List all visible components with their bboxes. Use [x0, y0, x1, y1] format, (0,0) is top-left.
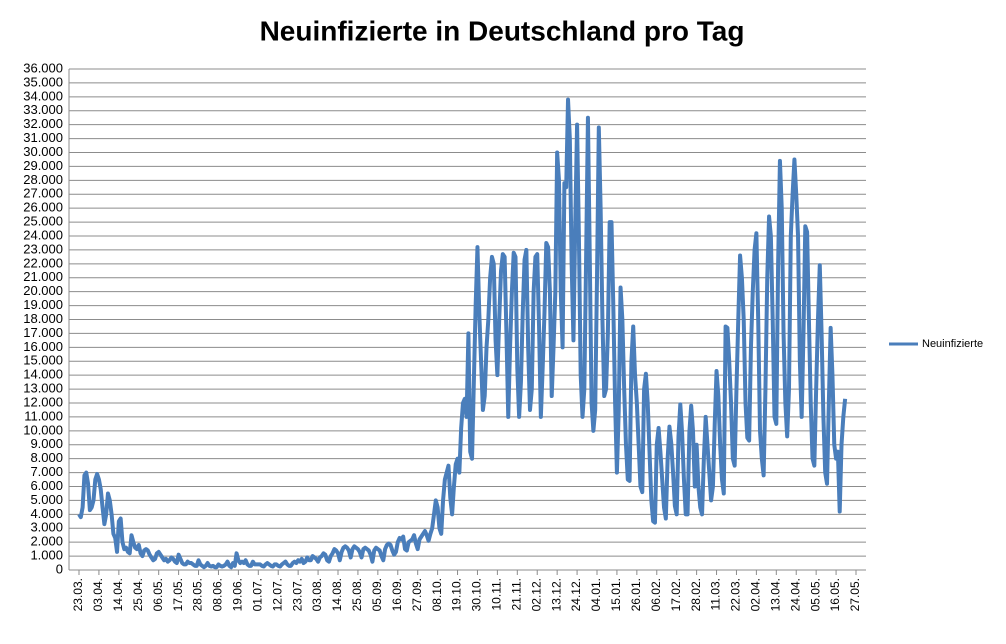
- x-tick-label: 26.01.: [629, 578, 643, 611]
- y-tick-label: 3.000: [30, 520, 63, 535]
- x-tick-label: 08.10.: [430, 578, 444, 611]
- x-tick-label: 03.08.: [310, 578, 324, 611]
- y-tick-label: 26.000: [23, 200, 63, 215]
- x-tick-label: 06.02.: [649, 578, 663, 611]
- x-tick-label: 02.12.: [529, 578, 543, 611]
- series-line: [77, 97, 848, 570]
- x-tick-label: 23.07.: [290, 578, 304, 611]
- y-tick-label: 33.000: [23, 102, 63, 117]
- y-tick-label: 14.000: [23, 367, 63, 382]
- x-tick-label: 27.09.: [410, 578, 424, 611]
- x-tick-label: 28.02.: [689, 578, 703, 611]
- y-tick-label: 16.000: [23, 339, 63, 354]
- x-tick-label: 24.04.: [788, 578, 802, 611]
- x-tick-label: 25.08.: [350, 578, 364, 611]
- y-tick-label: 8.000: [30, 450, 63, 465]
- y-tick-label: 34.000: [23, 88, 63, 103]
- x-tick-label: 14.08.: [330, 578, 344, 611]
- x-tick-label: 19.06.: [231, 578, 245, 611]
- y-tick-label: 32.000: [23, 116, 63, 131]
- x-tick-label: 28.05.: [191, 578, 205, 611]
- x-tick-label: 13.12.: [549, 578, 563, 611]
- x-tick-label: 17.05.: [171, 578, 185, 611]
- y-tick-label: 28.000: [23, 172, 63, 187]
- y-tick-label: 19.000: [23, 297, 63, 312]
- y-tick-label: 30.000: [23, 144, 63, 159]
- y-tick-label: 12.000: [23, 394, 63, 409]
- x-tick-label: 03.04.: [91, 578, 105, 611]
- x-tick-label: 06.05.: [151, 578, 165, 611]
- y-tick-label: 11.000: [24, 408, 63, 423]
- x-tick-label: 01.07.: [250, 578, 264, 611]
- legend-label: Neuinfizierte: [922, 338, 983, 350]
- y-tick-label: 5.000: [30, 492, 63, 507]
- x-tick-label: 23.03.: [71, 578, 85, 611]
- x-tick-label: 21.11.: [509, 578, 523, 610]
- x-tick-label: 30.10.: [470, 578, 484, 611]
- x-tick-label: 27.05.: [848, 578, 862, 611]
- y-tick-label: 20.000: [23, 283, 63, 298]
- y-tick-label: 1.000: [30, 548, 63, 563]
- x-tick-label: 14.04.: [111, 578, 125, 611]
- y-tick-label: 17.000: [23, 325, 63, 340]
- x-tick-label: 13.04.: [768, 578, 782, 611]
- y-tick-label: 4.000: [30, 506, 63, 521]
- y-tick-label: 18.000: [23, 311, 63, 326]
- y-tick-label: 27.000: [23, 186, 63, 201]
- y-tick-label: 24.000: [23, 227, 63, 242]
- y-tick-label: 10.000: [23, 422, 63, 437]
- x-tick-label: 19.10.: [450, 578, 464, 611]
- x-tick-label: 22.03.: [729, 578, 743, 611]
- y-tick-label: 7.000: [30, 464, 63, 479]
- x-tick-label: 08.06.: [211, 578, 225, 611]
- x-tick-label: 10.11.: [490, 578, 504, 610]
- x-tick-label: 12.07.: [270, 578, 284, 611]
- y-tick-label: 0: [56, 561, 63, 576]
- x-tick-label: 02.04.: [749, 578, 763, 611]
- y-tick-label: 35.000: [23, 74, 63, 89]
- x-tick-label: 05.09.: [370, 578, 384, 611]
- x-tick-label: 16.05.: [828, 578, 842, 611]
- y-tick-label: 31.000: [23, 130, 63, 145]
- y-tick-label: 29.000: [23, 158, 63, 173]
- y-tick-label: 9.000: [30, 436, 63, 451]
- y-tick-label: 13.000: [23, 381, 63, 396]
- x-tick-label: 04.01.: [589, 578, 603, 611]
- y-tick-label: 22.000: [23, 255, 63, 270]
- x-tick-label: 05.05.: [808, 578, 822, 611]
- x-tick-label: 25.04.: [131, 578, 145, 611]
- y-tick-label: 36.000: [23, 60, 63, 75]
- y-tick-label: 2.000: [30, 534, 63, 549]
- y-tick-label: 21.000: [23, 269, 63, 284]
- chart-title: Neuinfizierte in Deutschland pro Tag: [260, 15, 745, 46]
- x-tick-label: 15.01.: [609, 578, 623, 611]
- y-tick-label: 23.000: [23, 241, 63, 256]
- x-tick-label: 24.12.: [569, 578, 583, 611]
- x-tick-label: 17.02.: [669, 578, 683, 611]
- y-tick-label: 25.000: [23, 214, 63, 229]
- x-tick-label: 11.03.: [709, 578, 723, 610]
- y-tick-label: 6.000: [30, 478, 63, 493]
- y-tick-label: 15.000: [23, 353, 63, 368]
- x-tick-label: 16.09.: [390, 578, 404, 611]
